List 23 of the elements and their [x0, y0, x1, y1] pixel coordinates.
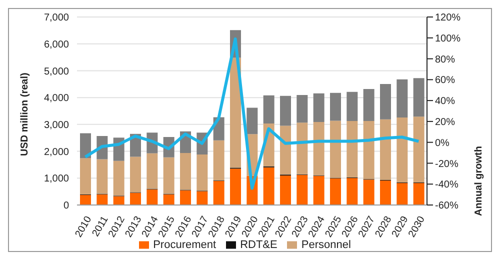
y-tick-label: 5,000: [44, 66, 70, 78]
y2-tick-label: 40%: [435, 96, 456, 108]
y2-tick-label: 60%: [435, 75, 456, 86]
y2-tick-label: 20%: [435, 116, 456, 128]
y2-axis-title: Annual growth: [474, 146, 485, 216]
y2-tick-label: -60%: [435, 200, 458, 212]
y-tick-label: 2,000: [44, 146, 70, 158]
y-tick-label: 0: [63, 200, 70, 212]
y-tick-label: 1,000: [44, 174, 70, 185]
y2-tick-label: -40%: [435, 180, 458, 191]
legend-label: Procurement: [153, 239, 216, 251]
legend-label: Personnel: [301, 239, 351, 251]
y2-tick-label: 80%: [435, 54, 456, 66]
y2-tick-label: 100%: [435, 33, 461, 44]
y-tick-label: 3,000: [44, 120, 70, 131]
y-tick-label: 4,000: [44, 93, 70, 104]
y-tick-label: 7,000: [44, 12, 70, 24]
y2-tick-label: -20%: [435, 158, 458, 170]
y2-tick-label: 0%: [435, 138, 450, 149]
y-tick-label: 6,000: [44, 39, 70, 50]
y2-tick-label: 120%: [435, 12, 461, 24]
y-axis-title: USD million (real): [20, 72, 31, 156]
legend-label: RDT&E: [240, 239, 278, 251]
